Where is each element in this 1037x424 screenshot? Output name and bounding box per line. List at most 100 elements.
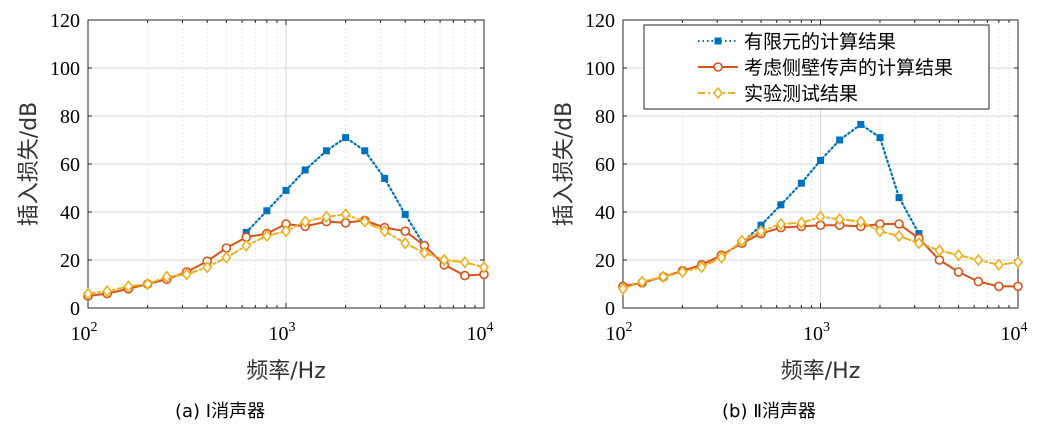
legend-label-side: 考虑侧壁传声的计算结果 — [744, 57, 953, 79]
data-point-exp — [775, 217, 786, 231]
data-point-exp — [321, 210, 332, 224]
caption-panel-b: (b) Ⅱ消声器 — [722, 401, 817, 422]
data-point-exp — [658, 270, 669, 284]
data-point-exp — [102, 284, 113, 298]
data-point-fem — [857, 120, 865, 128]
data-point-exp — [340, 208, 351, 221]
data-point-exp — [241, 239, 252, 252]
data-point-exp — [459, 256, 470, 269]
y-tick-label: 100 — [585, 58, 615, 80]
data-point-exp — [834, 212, 845, 226]
data-point-fem — [322, 147, 330, 155]
x-tick-label: 103 — [269, 320, 296, 345]
data-point-exp — [221, 251, 232, 264]
data-point-side — [934, 255, 945, 265]
data-point-exp — [280, 224, 292, 238]
data-point-exp — [617, 282, 629, 296]
data-point-exp — [359, 215, 370, 228]
data-point-fem — [401, 210, 409, 218]
series-line-fem — [245, 136, 426, 247]
data-point-fem — [836, 136, 844, 144]
y-tick-label: 20 — [60, 250, 80, 272]
data-point-exp — [993, 258, 1004, 272]
data-point-exp — [202, 260, 213, 274]
data-point-side — [894, 219, 904, 229]
data-point-fem — [301, 166, 309, 174]
data-point-side — [1013, 281, 1023, 292]
data-point-exp — [379, 224, 390, 238]
data-point-exp — [142, 277, 153, 291]
y-tick-label: 40 — [60, 202, 80, 224]
legend-marker-exp — [712, 86, 724, 100]
y-axis-label: 插入损失/dB — [552, 102, 577, 226]
y-tick-label: 40 — [595, 202, 615, 224]
data-point-exp — [677, 265, 688, 279]
legend-marker-side — [713, 62, 723, 72]
data-point-exp — [815, 210, 826, 224]
data-point-fem — [342, 134, 350, 142]
data-point-exp — [261, 229, 272, 243]
legend-label-exp: 实验测试结果 — [744, 83, 858, 105]
data-point-exp — [855, 215, 866, 228]
chart-panel-a: 0 20 40 60 80 100 120 102 103 104 频率/Hz 插入损失/dB — [17, 10, 494, 384]
chart-panel-b: 0 20 40 60 80 100 120 102 103 104 频率/Hz 插入损失/dB 有限元的… — [552, 10, 1028, 384]
x-tick-label: 104 — [467, 320, 494, 345]
data-point-exp — [716, 251, 727, 264]
data-point-exp — [796, 216, 807, 230]
data-point-exp — [439, 253, 450, 267]
y-axis-label: 插入损失/dB — [17, 102, 42, 226]
data-point-exp — [913, 236, 924, 250]
y-tick-label: 0 — [70, 298, 80, 320]
data-point-exp — [894, 229, 905, 243]
x-axis-label: 频率/Hz — [781, 359, 861, 384]
data-point-exp — [300, 215, 311, 228]
data-point-exp — [874, 224, 885, 238]
data-point-exp — [756, 224, 767, 238]
data-point-side — [221, 243, 232, 253]
data-point-side — [400, 226, 411, 236]
x-tick-label: 104 — [1001, 320, 1028, 345]
data-point-exp — [1012, 256, 1024, 269]
y-tick-label: 100 — [50, 58, 80, 80]
series-line-fem — [740, 123, 921, 245]
data-point-exp — [637, 275, 648, 288]
data-point-side — [953, 267, 964, 277]
data-point-exp — [419, 246, 430, 260]
data-point-exp — [934, 244, 945, 257]
x-axis-label: 频率/Hz — [246, 359, 326, 384]
data-point-fem — [381, 174, 389, 182]
y-tick-label: 80 — [595, 106, 615, 128]
data-point-side — [994, 281, 1004, 292]
data-point-exp — [161, 270, 172, 284]
data-point-fem — [242, 228, 250, 236]
data-point-exp — [181, 268, 192, 281]
data-point-exp — [400, 236, 411, 250]
y-tick-label: 60 — [595, 154, 615, 176]
legend-label-fem: 有限元的计算结果 — [744, 31, 896, 53]
x-tick-label: 102 — [71, 320, 98, 345]
y-tick-label: 60 — [60, 154, 80, 176]
data-point-fem — [777, 201, 785, 209]
data-point-fem — [361, 147, 369, 155]
data-point-exp — [953, 248, 964, 262]
x-tick-label: 103 — [803, 320, 830, 345]
data-point-exp — [736, 234, 747, 248]
y-tick-label: 80 — [60, 106, 80, 128]
data-point-exp — [696, 260, 707, 274]
y-tick-label: 0 — [605, 298, 615, 320]
data-point-side — [460, 270, 470, 281]
data-point-fem — [817, 156, 824, 164]
data-point-fem — [895, 194, 903, 202]
data-point-fem — [797, 179, 805, 187]
data-point-fem — [876, 134, 884, 142]
x-tick-label: 102 — [606, 320, 633, 345]
data-point-exp — [123, 280, 134, 293]
data-point-side — [973, 276, 984, 287]
caption-panel-a: (a) Ⅰ消声器 — [175, 401, 266, 422]
y-tick-label: 120 — [50, 10, 80, 32]
data-point-exp — [82, 287, 94, 300]
data-point-fem — [282, 186, 290, 194]
y-tick-label: 120 — [585, 10, 615, 32]
